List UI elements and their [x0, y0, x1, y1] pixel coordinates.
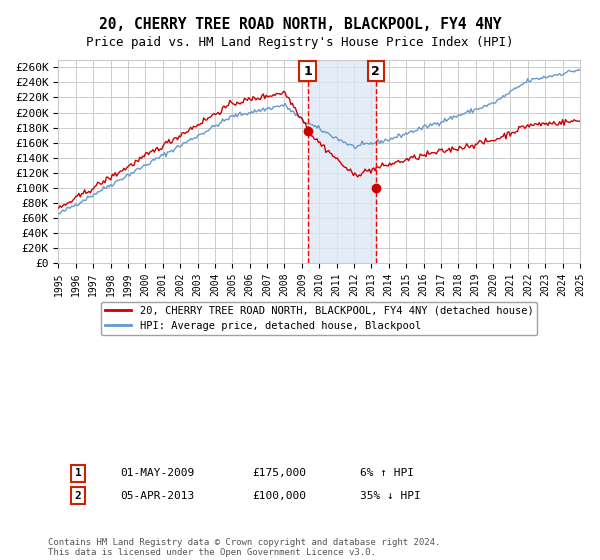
Text: 01-MAY-2009: 01-MAY-2009 [120, 468, 194, 478]
Text: 2: 2 [371, 64, 380, 78]
Bar [308, 60, 376, 263]
Text: 35% ↓ HPI: 35% ↓ HPI [360, 491, 421, 501]
Text: 1: 1 [74, 468, 82, 478]
Text: £100,000: £100,000 [252, 491, 306, 501]
Text: Contains HM Land Registry data © Crown copyright and database right 2024.
This d: Contains HM Land Registry data © Crown c… [48, 538, 440, 557]
Text: 2: 2 [74, 491, 82, 501]
Text: 20, CHERRY TREE ROAD NORTH, BLACKPOOL, FY4 4NY: 20, CHERRY TREE ROAD NORTH, BLACKPOOL, F… [99, 17, 501, 32]
Text: Price paid vs. HM Land Registry's House Price Index (HPI): Price paid vs. HM Land Registry's House … [86, 36, 514, 49]
Text: 1: 1 [303, 64, 312, 78]
Legend: 20, CHERRY TREE ROAD NORTH, BLACKPOOL, FY4 4NY (detached house), HPI: Average pr: 20, CHERRY TREE ROAD NORTH, BLACKPOOL, F… [101, 302, 538, 335]
Text: £175,000: £175,000 [252, 468, 306, 478]
Text: 05-APR-2013: 05-APR-2013 [120, 491, 194, 501]
Text: 6% ↑ HPI: 6% ↑ HPI [360, 468, 414, 478]
